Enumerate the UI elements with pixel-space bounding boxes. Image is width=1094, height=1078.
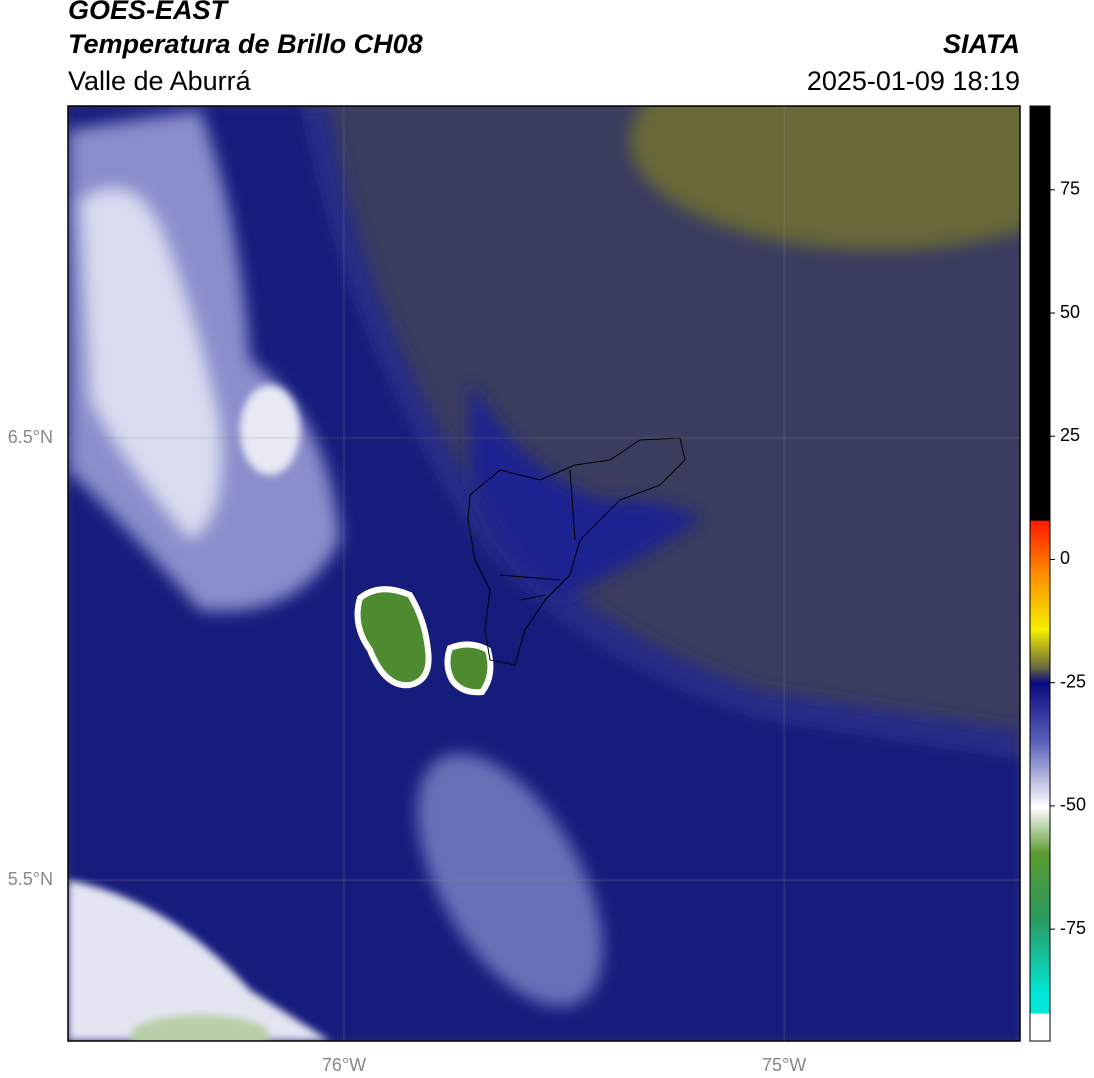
cloud-top-core xyxy=(80,187,222,540)
colorbar-tick-label: 75 xyxy=(1060,179,1080,199)
title: GOES-EAST xyxy=(68,0,230,25)
colorbar-tick-label: 0 xyxy=(1060,548,1070,568)
warm-area xyxy=(630,106,1020,250)
colorbar xyxy=(1029,105,1051,1042)
colorbar-tick-label: -75 xyxy=(1060,918,1086,938)
map-image xyxy=(68,106,1020,1041)
cloud-bottom xyxy=(68,880,330,1041)
cold-core xyxy=(444,641,494,696)
colorbar-tick-label: -50 xyxy=(1060,795,1086,815)
region: Valle de Aburrá xyxy=(68,66,252,96)
datetime: 2025-01-09 18:19 xyxy=(807,66,1020,96)
subtitle: Temperatura de Brillo CH08 xyxy=(68,29,423,59)
lon-tick-label: 75°W xyxy=(762,1055,806,1075)
map-frame xyxy=(67,105,1021,1042)
source: SIATA xyxy=(943,29,1020,59)
municipal-boundaries xyxy=(467,437,686,666)
cold-core xyxy=(354,586,432,689)
lat-tick-label: 5.5°N xyxy=(8,869,53,889)
lon-tick-label: 76°W xyxy=(322,1055,366,1075)
colorbar-tick-label: 50 xyxy=(1060,302,1080,322)
lat-tick-label: 6.5°N xyxy=(8,427,53,447)
colorbar-tick-label: 25 xyxy=(1060,425,1080,445)
cloud-core xyxy=(240,385,300,475)
cold-cloud xyxy=(68,106,1020,1041)
cold-bottom xyxy=(130,1015,270,1041)
colorbar-tick-label: -25 xyxy=(1060,671,1086,691)
cloud-patch xyxy=(470,380,700,600)
